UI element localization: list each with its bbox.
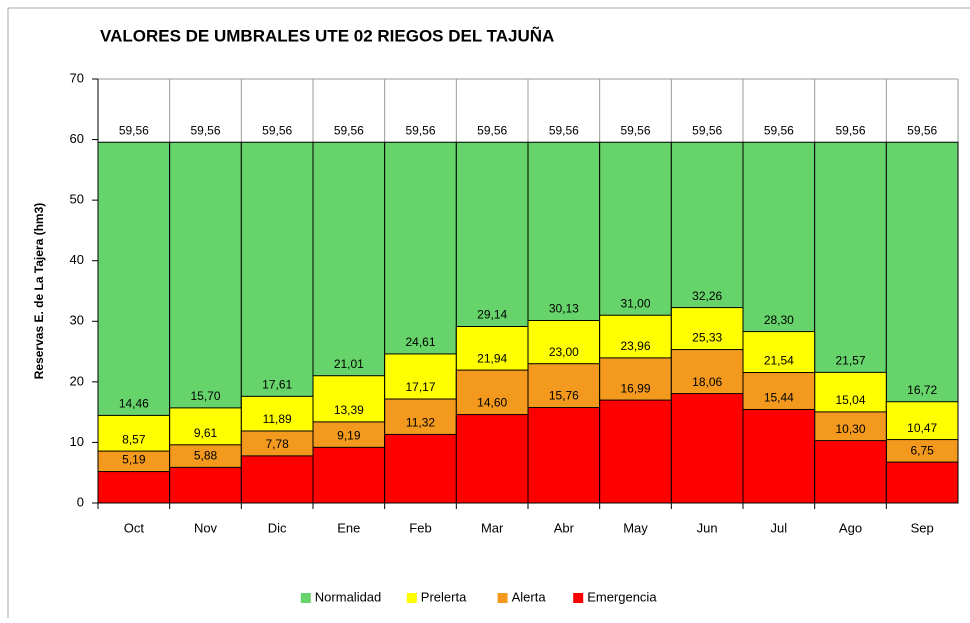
legend-swatch (406, 593, 417, 603)
data-label: 15,44 (764, 391, 794, 405)
data-label: 59,56 (334, 123, 364, 137)
x-tick-label: Abr (554, 520, 575, 535)
bar (169, 466, 242, 504)
data-label: 11,89 (263, 412, 292, 426)
bar (670, 393, 744, 504)
data-label: 14,46 (119, 397, 149, 411)
data-label: 59,56 (190, 123, 220, 137)
data-label: 6,75 (910, 443, 934, 457)
legend-label: Alerta (512, 589, 547, 604)
data-label: 24,61 (405, 335, 435, 349)
bar (885, 461, 959, 504)
data-label: 29,14 (477, 308, 507, 322)
data-label: 10,47 (907, 421, 937, 435)
bar (97, 471, 171, 504)
data-label: 21,94 (477, 351, 507, 365)
data-label: 15,76 (549, 389, 579, 403)
bar (312, 446, 386, 504)
x-tick-label: Ene (337, 520, 360, 535)
x-tick-label: Feb (409, 520, 431, 535)
data-label: 15,04 (835, 393, 865, 407)
y-tick-label: 70 (70, 70, 84, 85)
bar (455, 414, 529, 504)
data-label: 21,54 (764, 354, 794, 368)
data-label: 59,56 (764, 123, 794, 137)
x-tick-label: Nov (194, 520, 218, 535)
y-tick-label: 0 (77, 494, 84, 509)
legend-label: Emergencia (587, 589, 657, 604)
data-label: 21,01 (334, 357, 364, 371)
data-label: 25,33 (692, 331, 722, 345)
bar (599, 399, 672, 504)
data-label: 7,78 (265, 437, 289, 451)
data-label: 21,57 (835, 354, 865, 368)
data-label: 59,56 (835, 123, 865, 137)
data-label: 15,70 (190, 389, 220, 403)
data-label: 9,61 (194, 426, 218, 440)
data-label: 11,32 (406, 416, 435, 430)
y-tick-label: 30 (70, 313, 84, 328)
data-label: 59,56 (119, 123, 149, 137)
data-label: 59,56 (262, 123, 292, 137)
data-label: 9,19 (337, 429, 361, 443)
x-tick-label: Oct (124, 520, 145, 535)
x-tick-label: Mar (481, 520, 504, 535)
y-tick-label: 60 (70, 131, 84, 146)
data-label: 14,60 (477, 396, 507, 410)
legend-label: Prelerta (421, 589, 467, 604)
data-label: 16,99 (620, 381, 650, 395)
data-label: 5,19 (122, 453, 146, 467)
bar (814, 440, 887, 504)
x-tick-label: Jun (697, 520, 718, 535)
data-label: 23,00 (549, 345, 579, 359)
y-tick-label: 40 (70, 252, 84, 267)
data-label: 59,56 (405, 123, 435, 137)
bar (742, 408, 816, 504)
y-tick-label: 20 (70, 373, 84, 388)
data-label: 16,72 (907, 383, 937, 397)
legend-swatch (300, 593, 311, 603)
data-label: 23,96 (620, 339, 650, 353)
x-tick-label: Dic (268, 520, 287, 535)
legend-swatch (573, 593, 584, 603)
y-tick-label: 50 (70, 192, 84, 207)
bar (240, 455, 314, 504)
data-label: 13,39 (334, 403, 364, 417)
x-tick-label: Ago (839, 520, 862, 535)
data-label: 30,13 (549, 302, 579, 316)
legend-swatch (497, 593, 508, 603)
y-tick-label: 10 (70, 434, 84, 449)
chart-title: VALORES DE UMBRALES UTE 02 RIEGOS DEL TA… (100, 25, 554, 45)
data-label: 59,56 (692, 123, 722, 137)
x-tick-label: Sep (911, 520, 934, 535)
data-label: 17,17 (405, 380, 435, 394)
x-tick-label: May (623, 520, 648, 535)
bar (384, 433, 457, 504)
x-tick-label: Jul (771, 520, 788, 535)
data-label: 28,30 (764, 313, 794, 327)
bar (527, 407, 601, 504)
data-label: 5,88 (194, 449, 218, 463)
data-label: 10,30 (835, 422, 865, 436)
data-label: 32,26 (692, 289, 722, 303)
data-label: 8,57 (122, 432, 146, 446)
data-label: 31,00 (620, 296, 650, 310)
data-label: 17,61 (262, 378, 292, 392)
data-label: 59,56 (620, 123, 650, 137)
data-label: 59,56 (907, 123, 937, 137)
data-label: 59,56 (477, 123, 507, 137)
legend-label: Normalidad (315, 589, 381, 604)
data-label: 59,56 (549, 123, 579, 137)
data-label: 18,06 (692, 375, 722, 389)
y-axis-label: Reservas E. de La Tajera (hm3) (32, 203, 46, 380)
